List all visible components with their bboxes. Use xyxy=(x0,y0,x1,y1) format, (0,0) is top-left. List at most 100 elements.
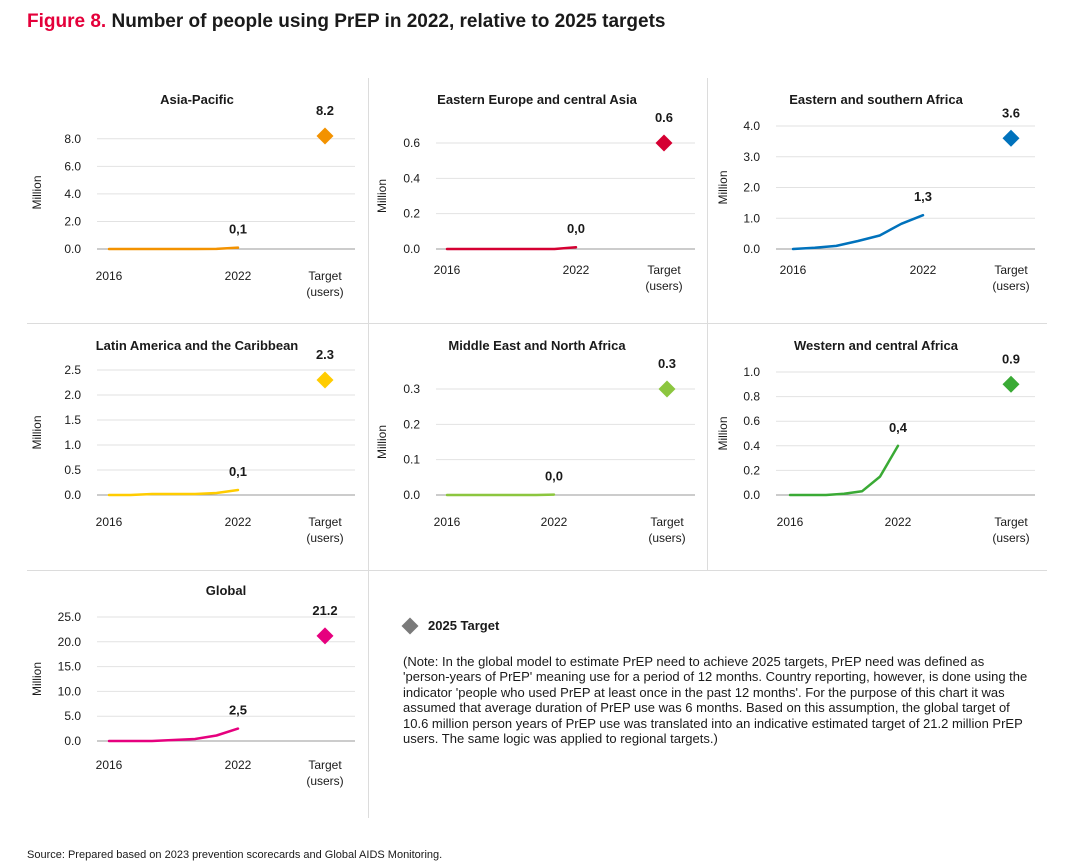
target-diamond-marker xyxy=(1002,129,1020,147)
x-tick-label-target: Target xyxy=(308,515,342,529)
x-tick-label-end: 2022 xyxy=(541,515,568,529)
y-tick-label: 0.2 xyxy=(743,463,760,477)
data-label-2022: 1,3 xyxy=(914,189,932,204)
y-axis-label: Million xyxy=(716,416,730,450)
data-label-2022: 0,1 xyxy=(229,464,247,479)
x-tick-label-end: 2022 xyxy=(563,263,590,277)
y-tick-label: 0.0 xyxy=(403,488,420,502)
y-tick-label: 25.0 xyxy=(58,610,82,624)
y-tick-label: 0.8 xyxy=(743,390,760,404)
target-value-label: 3.6 xyxy=(1002,105,1020,120)
x-tick-label-start: 2016 xyxy=(434,263,461,277)
y-tick-label: 20.0 xyxy=(58,635,82,649)
y-tick-label: 0.0 xyxy=(743,488,760,502)
y-tick-label: 4.0 xyxy=(64,187,81,201)
chart-title: Asia-Pacific xyxy=(160,92,234,107)
y-tick-label: 4.0 xyxy=(743,119,760,133)
y-axis-label: Million xyxy=(716,170,730,204)
x-tick-label-end: 2022 xyxy=(885,515,912,529)
chart-title: Eastern and southern Africa xyxy=(789,92,963,107)
x-tick-label-end: 2022 xyxy=(225,758,252,772)
y-tick-label: 2.0 xyxy=(64,388,81,402)
y-tick-label: 1.0 xyxy=(743,211,760,225)
x-tick-label-target-users: (users) xyxy=(648,531,685,545)
target-value-label: 21.2 xyxy=(312,603,337,618)
y-tick-label: 0.0 xyxy=(64,242,81,256)
y-tick-label: 1.0 xyxy=(743,365,760,379)
figure-number: Figure 8. xyxy=(27,11,107,32)
chart-title: Middle East and North Africa xyxy=(448,338,626,353)
y-tick-label: 5.0 xyxy=(64,709,81,723)
chart-title: Eastern Europe and central Asia xyxy=(437,92,637,107)
y-axis-label: Million xyxy=(375,425,389,459)
y-tick-label: 0.4 xyxy=(743,439,760,453)
data-label-2022: 2,5 xyxy=(229,703,247,718)
y-tick-label: 0.6 xyxy=(743,414,760,428)
x-tick-label-target: Target xyxy=(994,515,1028,529)
target-diamond-marker xyxy=(1002,375,1020,393)
x-tick-label-target: Target xyxy=(994,263,1028,277)
legend: 2025 Target xyxy=(401,617,500,634)
y-axis-label: Million xyxy=(30,415,44,449)
divider-h2 xyxy=(27,570,1047,571)
divider-v1 xyxy=(368,78,369,818)
chart-title: Global xyxy=(206,583,246,598)
legend-diamond-marker xyxy=(401,617,419,634)
target-value-label: 2.3 xyxy=(316,347,334,362)
series-line xyxy=(788,444,900,497)
x-tick-label-target-users: (users) xyxy=(992,279,1029,293)
divider-v2 xyxy=(707,78,708,570)
y-tick-label: 10.0 xyxy=(58,684,82,698)
y-axis-label: Million xyxy=(375,179,389,213)
x-tick-label-target: Target xyxy=(308,758,342,772)
y-axis-label: Million xyxy=(30,175,44,209)
x-tick-label-start: 2016 xyxy=(434,515,461,529)
methodology-note: (Note: In the global model to estimate P… xyxy=(403,654,1028,747)
x-tick-label-target: Target xyxy=(650,515,684,529)
x-tick-label-target-users: (users) xyxy=(306,285,343,299)
x-tick-label-end: 2022 xyxy=(225,269,252,283)
target-value-label: 0.9 xyxy=(1002,351,1020,366)
y-tick-label: 15.0 xyxy=(58,660,82,674)
x-tick-label-target-users: (users) xyxy=(306,774,343,788)
target-diamond-marker xyxy=(316,627,334,645)
x-tick-label-start: 2016 xyxy=(777,515,804,529)
data-label-2022: 0,0 xyxy=(567,221,585,236)
series-line xyxy=(107,488,240,497)
x-tick-label-target-users: (users) xyxy=(306,531,343,545)
y-tick-label: 3.0 xyxy=(743,150,760,164)
y-tick-label: 1.0 xyxy=(64,438,81,452)
y-tick-label: 0.0 xyxy=(403,242,420,256)
figure-title-text: Number of people using PrEP in 2022, rel… xyxy=(111,11,666,32)
y-tick-label: 0.0 xyxy=(64,734,81,748)
target-diamond-marker xyxy=(316,371,334,389)
figure-title: Figure 8. Number of people using PrEP in… xyxy=(27,11,665,33)
y-tick-label: 0.1 xyxy=(403,453,420,467)
data-label-2022: 0,4 xyxy=(889,420,908,435)
legend-label: 2025 Target xyxy=(428,618,500,633)
data-label-2022: 0,1 xyxy=(229,222,247,237)
x-tick-label-target-users: (users) xyxy=(645,279,682,293)
y-tick-label: 2.0 xyxy=(64,214,81,228)
series-line xyxy=(107,727,240,743)
x-tick-label-target: Target xyxy=(647,263,681,277)
x-tick-label-start: 2016 xyxy=(96,515,123,529)
target-value-label: 0.3 xyxy=(658,356,676,371)
y-tick-label: 2.0 xyxy=(743,181,760,195)
y-axis-label: Million xyxy=(30,662,44,696)
y-tick-label: 1.5 xyxy=(64,413,81,427)
x-tick-label-target: Target xyxy=(308,269,342,283)
y-tick-label: 0.2 xyxy=(403,417,420,431)
x-tick-label-target-users: (users) xyxy=(992,531,1029,545)
target-diamond-marker xyxy=(316,127,334,145)
y-tick-label: 6.0 xyxy=(64,159,81,173)
data-label-2022: 0,0 xyxy=(545,469,563,484)
y-tick-label: 0.5 xyxy=(64,463,81,477)
